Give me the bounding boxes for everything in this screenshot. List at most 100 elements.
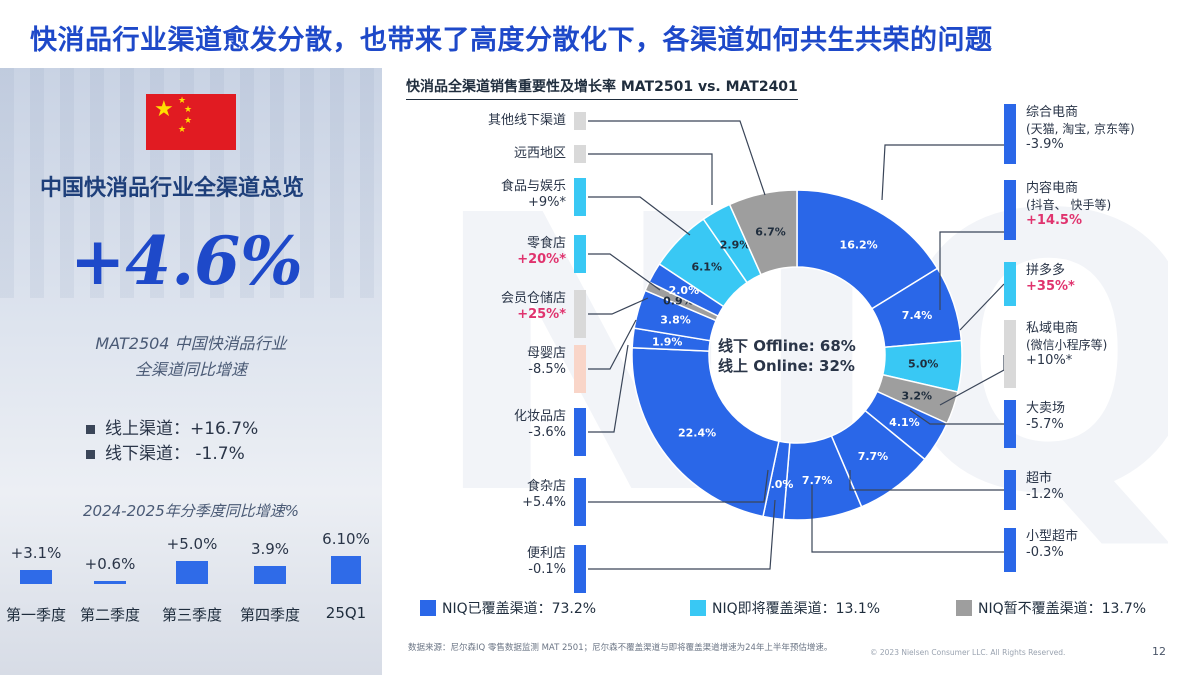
connector-line: [588, 344, 629, 433]
overall-growth-value: +4.6%: [70, 222, 303, 300]
channel-label: 小型超市 -0.3%: [1026, 529, 1079, 560]
channel-label: 综合电商 (天猫, 淘宝, 京东等) -3.9%: [1026, 105, 1135, 152]
connector-line: [881, 144, 1004, 201]
connector-line: [588, 120, 766, 196]
channel-color-swatch: [574, 178, 586, 216]
quarter-label: 25Q1: [325, 604, 367, 622]
connector-line: [588, 469, 769, 503]
slice-value-label: 2.9%: [720, 239, 751, 252]
connector-line: [588, 499, 776, 570]
legend-item: NIQ暂不覆盖渠道：13.7%: [956, 598, 1146, 618]
channel-color-swatch: [574, 545, 586, 593]
channel-color-swatch: [1004, 262, 1016, 306]
legend-swatch: [690, 600, 706, 616]
slice-value-label: 22.4%: [678, 427, 716, 440]
channel-color-swatch: [574, 145, 586, 163]
channel-label: 食杂店 +5.4%: [522, 479, 566, 510]
channel-color-swatch: [574, 408, 586, 456]
channel-label: 其他线下渠道: [487, 113, 566, 128]
channel-color-swatch: [1004, 528, 1016, 572]
connector-line: [909, 409, 1004, 425]
channel-label: 私域电商 (微信小程序等) +10%*: [1026, 321, 1108, 368]
slice-value-label: 7.7%: [858, 450, 889, 463]
channel-color-swatch: [574, 290, 586, 338]
channel-label: 内容电商 (抖音、 快手等) +14.5%: [1026, 181, 1112, 228]
chart-title: 快消品全渠道销售重要性及增长率 MAT2501 vs. MAT2401: [406, 76, 798, 100]
legend-label: NIQ已覆盖渠道：73.2%: [442, 601, 597, 617]
connector-line: [811, 485, 1004, 553]
channel-color-swatch: [1004, 470, 1016, 510]
online-growth-bullet: 线上渠道：+16.7%: [86, 414, 258, 439]
page-number: 12: [1152, 645, 1166, 658]
legend-swatch: [420, 600, 436, 616]
channel-label: 食品与娱乐 +9%*: [500, 179, 566, 210]
slice-value-label: 5.0%: [908, 358, 939, 371]
channel-label: 化妆品店 -3.6%: [513, 409, 566, 440]
quarter-value-label: 3.9%: [250, 540, 290, 559]
slice-value-label: 7.7%: [802, 474, 833, 487]
quarter-value-label: +0.6%: [84, 555, 136, 574]
legend-item: NIQ已覆盖渠道：73.2%: [420, 598, 596, 618]
footnote: 数据来源：尼尔森IQ 零售数据监测 MAT 2501；尼尔森不覆盖渠道与即将覆盖…: [408, 643, 833, 653]
center-offline-share: 线下 Offline: 68%: [718, 337, 856, 355]
channel-color-swatch: [574, 112, 586, 130]
overview-heading: 中国快消品行业全渠道总览: [40, 176, 305, 201]
legend-label: NIQ暂不覆盖渠道：13.7%: [978, 601, 1147, 617]
connector-line: [849, 470, 1004, 491]
quarter-label: 第二季度: [79, 606, 140, 624]
channel-label: 大卖场 -5.7%: [1026, 401, 1066, 432]
growth-subtitle-line2: 全渠道同比增速: [134, 360, 247, 379]
channel-color-swatch: [574, 345, 586, 393]
quarter-label: 第一季度: [5, 606, 66, 624]
legend-label: NIQ即将覆盖渠道：13.1%: [712, 601, 881, 617]
quarter-value-label: +3.1%: [10, 543, 62, 562]
connector-line: [588, 319, 637, 370]
page-title: 快消品行业渠道愈发分散，也带来了高度分散化下，各渠道如何共生共荣的问题: [30, 25, 993, 56]
quarter-bar: [331, 556, 361, 584]
growth-subtitle-line1: MAT2504 中国快消品行业: [95, 334, 287, 353]
slice-value-label: 7.4%: [902, 309, 933, 322]
quarter-bar: [254, 566, 286, 584]
slice-value-label: 2.0%: [669, 284, 700, 297]
connector-line: [939, 231, 1004, 310]
quarter-bar: [20, 569, 52, 584]
overview-panel: [0, 68, 382, 675]
quarter-value-label: 6.10%: [322, 530, 370, 548]
channel-color-swatch: [1004, 320, 1016, 388]
connector-line: [588, 297, 649, 315]
copyright: © 2023 Nielsen Consumer LLC. All Rights …: [870, 648, 1066, 657]
slice-value-label: 16.2%: [840, 239, 878, 252]
legend-swatch: [956, 600, 972, 616]
offline-growth-bullet: 线下渠道： -1.7%: [86, 439, 245, 464]
connector-line: [588, 153, 713, 205]
channel-color-swatch: [1004, 400, 1016, 448]
channel-label: 超市 -1.2%: [1026, 471, 1064, 502]
donut-slice: [728, 189, 798, 276]
slice-value-label: 3.2%: [902, 390, 933, 403]
channel-color-swatch: [574, 235, 586, 273]
quarter-bar: [176, 561, 208, 584]
quarter-label: 第四季度: [239, 606, 300, 624]
donut-slice: [631, 346, 780, 518]
channel-color-swatch: [574, 478, 586, 526]
slice-value-label: 3.8%: [660, 314, 691, 327]
channel-label: 远西地区: [513, 146, 566, 161]
channel-label: 拼多多 +35%*: [1026, 263, 1075, 294]
quarter-label: 第三季度: [161, 606, 222, 624]
connector-line: [959, 283, 1005, 331]
channel-label: 零食店 +20%*: [517, 236, 566, 267]
center-online-share: 线上 Online: 32%: [718, 357, 855, 375]
channel-label: 母婴店 -8.5%: [526, 346, 566, 377]
quarter-bar: [94, 581, 126, 584]
connector-line: [588, 196, 691, 236]
channel-color-swatch: [1004, 104, 1016, 164]
slice-value-label: 4.1%: [889, 416, 920, 429]
quarter-chart-title: 2024-2025年分季度同比增速%: [82, 502, 299, 520]
channel-label: 便利店 -0.1%: [526, 546, 566, 577]
channel-color-swatch: [1004, 180, 1016, 240]
quarter-value-label: +5.0%: [166, 535, 218, 554]
china-flag-icon: ★ ★ ★ ★ ★: [146, 94, 236, 150]
slice-value-label: 6.1%: [691, 260, 722, 273]
slice-value-label: 1.9%: [652, 335, 683, 348]
